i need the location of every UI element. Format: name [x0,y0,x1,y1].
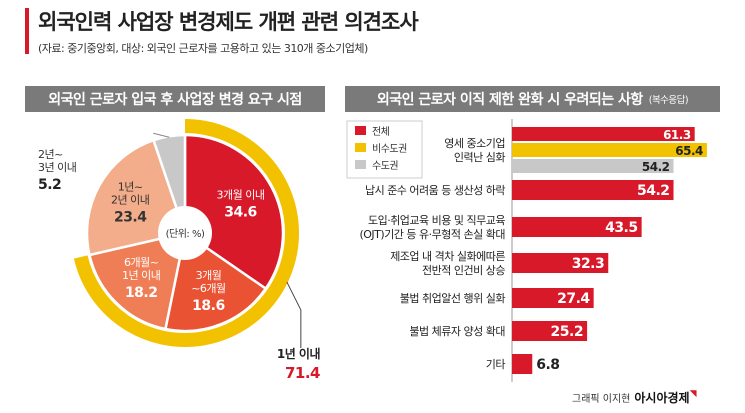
bar-value-0-1: 65.4 [675,144,703,158]
credit-text: 그래픽 이지현 [572,394,631,405]
pie-leader-line-4 [153,132,170,138]
pie-slice-label-4-1: 3년 이내 [38,161,76,174]
pie-slice-0 [183,133,285,291]
bar-0-2 [512,159,674,173]
bar-legend-label-2: 수도권 [372,160,398,172]
annotation-value: 71.4 [285,364,320,382]
bar-category-label-3-0: 제조업 내 격차 실화에따른 [390,250,505,263]
page-subtitle: (자료: 중기중앙회, 대상: 외국인 근로자를 고용하고 있는 310개 중소… [38,42,368,55]
bar-3-0 [512,253,609,273]
pie-center-circle [158,206,212,260]
annotation-label: 1년 이내 [277,346,321,361]
bar-category-label-1-0: 납시 준수 어려움 등 생산성 하락 [365,183,505,197]
annotation-ring [73,119,299,347]
pie-chart-title: 외국인 근로자 입국 후 사업장 변경 요구 시점 [48,92,302,108]
bar-legend-label-0: 전체 [372,126,390,138]
bar-category-label-0-1: 인력난 심화 [454,151,505,164]
pie-slice-label-2-0: 6개월~ [124,256,159,269]
bar-0-0 [512,127,695,141]
pie-panel-header: 외국인 근로자 입국 후 사업장 변경 요구 시점 [25,86,325,112]
bar-category-label-4-0: 불법 취업알선 행위 실화 [400,291,506,305]
pie-slice-label-2-1: 1년 이내 [122,269,160,282]
bar-value-5-0: 25.2 [551,324,584,340]
pie-slice-label-1-0: 3개월 [196,269,222,282]
bar-value-1-0: 54.2 [637,183,670,199]
bar-legend-swatch-1 [355,143,366,152]
bar-value-0-0: 61.3 [663,128,691,142]
pie-slice-label-3-0: 1년~ [118,180,143,193]
bar-category-label-5-0: 불법 체류자 양성 확대 [409,325,505,338]
bar-category-label-6-0: 기타 [486,358,506,371]
bar-panel-header: 외국인 근로자 이직 제한 완화 시 우려되는 사항 (복수응답) [345,86,720,112]
brand-logo: 아시아경제 [634,391,690,405]
bar-value-2-0: 43.5 [605,220,638,236]
bar-value-3-0: 32.3 [572,256,605,272]
pie-slice-label-4-0: 2년~ [38,148,63,161]
bar-legend-swatch-0 [355,126,366,135]
bar-4-0 [512,288,594,308]
pie-slice-label-0-0: 3개월 이내 [217,188,265,201]
pie-slice-value-3: 23.4 [114,209,147,225]
bar-chart-title: 외국인 근로자 이직 제한 완화 시 우려되는 사항 [376,92,643,108]
bar-value-4-0: 27.4 [557,291,590,307]
bar-category-label-2-0: 도입·취업교육 비용 및 직무교육 [368,214,505,227]
pie-slice-value-0: 34.6 [224,204,257,220]
credit: 그래픽 이지현 아시아경제◥ [572,389,697,406]
page-title: 외국인력 사업장 변경제도 개편 관련 의견조사 [38,10,419,34]
bar-chart-title-note: (복수응답) [648,95,689,106]
bar-category-label-3-1: 전반적 인건비 상승 [422,264,505,277]
bar-1-0 [512,180,674,200]
bar-6-0 [512,354,533,374]
bar-value-6-0: 6.8 [536,357,559,373]
bar-category-label-0-0: 영세 중소기업 [444,137,505,150]
annotation-leader-line [286,281,302,348]
bar-value-0-2: 54.2 [642,160,670,174]
bar-5-0 [512,321,588,341]
pie-slice-value-1: 18.6 [192,298,225,314]
bar-legend-label-1: 비수도권 [372,143,407,155]
pie-slice-label-3-1: 2년 이내 [111,193,149,206]
pie-slice-value-4: 5.2 [38,177,61,193]
pie-center-label: (단위: %) [166,227,205,240]
bar-2-0 [512,217,642,237]
brand-mark-icon: ◥ [689,389,697,399]
title-accent-bar [25,8,29,54]
pie-slice-value-2: 18.2 [125,285,158,301]
bar-legend-swatch-2 [355,160,366,169]
bar-category-label-2-1: (OJT)기간 등 유·무형적 손실 확대 [359,228,505,241]
pie-slice-label-1-1: ~6개월 [191,282,226,295]
pie-slice-2 [87,231,187,331]
bar-0-1 [512,143,707,157]
